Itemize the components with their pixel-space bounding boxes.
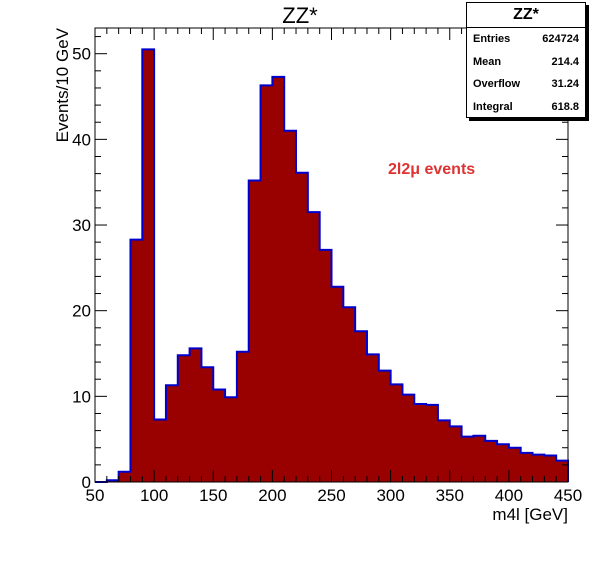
- histogram-bin: [355, 331, 368, 482]
- x-tick-label: 200: [258, 486, 286, 505]
- plot-frame: [94, 27, 569, 483]
- stats-title: ZZ*: [467, 3, 585, 28]
- histogram-bin: [532, 454, 545, 482]
- y-tick-label: 30: [72, 216, 91, 235]
- histogram-bin: [485, 440, 498, 482]
- histogram-bin: [544, 455, 557, 482]
- histogram-bin: [319, 249, 332, 482]
- y-tick-label: 0: [82, 473, 91, 492]
- stats-box: ZZ* Entries 624724 Mean 214.4 Overflow 3…: [466, 2, 586, 118]
- x-tick-label: 250: [317, 486, 345, 505]
- y-tick-label: 10: [72, 387, 91, 406]
- x-tick-label: 150: [199, 486, 227, 505]
- histogram-bin: [437, 420, 451, 482]
- stats-label: Mean: [473, 55, 502, 68]
- histogram-bin: [154, 419, 167, 482]
- y-tick-label: 20: [72, 302, 91, 321]
- histogram-bin: [225, 397, 238, 482]
- x-tick-label: 400: [495, 486, 523, 505]
- histogram-bin: [520, 452, 534, 482]
- histogram-bin: [213, 389, 226, 482]
- histogram-bin: [556, 460, 569, 482]
- chart-title: ZZ*: [282, 3, 318, 28]
- x-tick-label: 300: [376, 486, 404, 505]
- y-tick-label: 50: [72, 45, 91, 64]
- histogram-bin: [449, 426, 463, 482]
- y-tick-label: 40: [72, 130, 91, 149]
- axis-ticks: 50 100 150 200 250 300 350 400 450 0 10 20 30 40 50: [72, 28, 582, 505]
- histogram-bin: [473, 435, 486, 482]
- histogram-bin: [248, 180, 262, 483]
- histogram-bin: [331, 286, 344, 482]
- x-axis-label: m4l [GeV]: [492, 505, 568, 524]
- histogram-bin: [165, 385, 179, 482]
- y-axis-label: Events/10 GeV: [53, 27, 72, 142]
- histogram-bin: [296, 172, 309, 482]
- stats-row-integral: Integral 618.8: [467, 96, 585, 119]
- histogram-bin: [284, 130, 297, 482]
- x-tick-label: 350: [436, 486, 464, 505]
- histogram-bin: [177, 355, 191, 482]
- stats-value: 31.24: [551, 78, 579, 90]
- histogram-bin: [378, 370, 392, 482]
- histogram-outline: [95, 48, 569, 483]
- histogram-bin: [426, 404, 439, 482]
- chart-annotation: 2l2μ events: [388, 161, 475, 178]
- histogram-bin: [461, 436, 474, 482]
- histogram-bin: [390, 384, 403, 482]
- histogram-bin: [189, 348, 202, 482]
- stats-value: 214.4: [551, 55, 579, 68]
- histogram-bin: [402, 394, 415, 482]
- histogram-bin: [497, 444, 510, 482]
- stats-value: 624724: [542, 33, 579, 45]
- histogram-bin: [307, 212, 321, 483]
- x-tick-label: 100: [140, 486, 168, 505]
- histogram-bin: [236, 351, 250, 482]
- stats-row-overflow: Overflow 31.24: [467, 73, 585, 96]
- stats-value: 618.8: [551, 100, 579, 113]
- stats-label: Integral: [473, 100, 513, 113]
- histogram-bin: [272, 76, 285, 482]
- x-tick-label: 50: [86, 486, 105, 505]
- histogram-bin: [343, 307, 356, 482]
- histogram-bin: [260, 85, 273, 482]
- histogram-bin: [414, 404, 427, 482]
- x-tick-label: 450: [554, 486, 582, 505]
- stats-row-entries: Entries 624724: [467, 28, 585, 51]
- histogram-bin: [508, 447, 522, 482]
- histogram-bin: [366, 354, 380, 482]
- histogram-bin: [142, 49, 155, 482]
- histogram-bin: [118, 471, 131, 482]
- histogram-bars: [106, 49, 569, 483]
- stats-row-mean: Mean 214.4: [467, 51, 585, 74]
- histogram-bin: [201, 367, 214, 482]
- stats-label: Entries: [473, 33, 511, 45]
- histogram-bin: [130, 239, 143, 482]
- stats-label: Overflow: [473, 78, 521, 90]
